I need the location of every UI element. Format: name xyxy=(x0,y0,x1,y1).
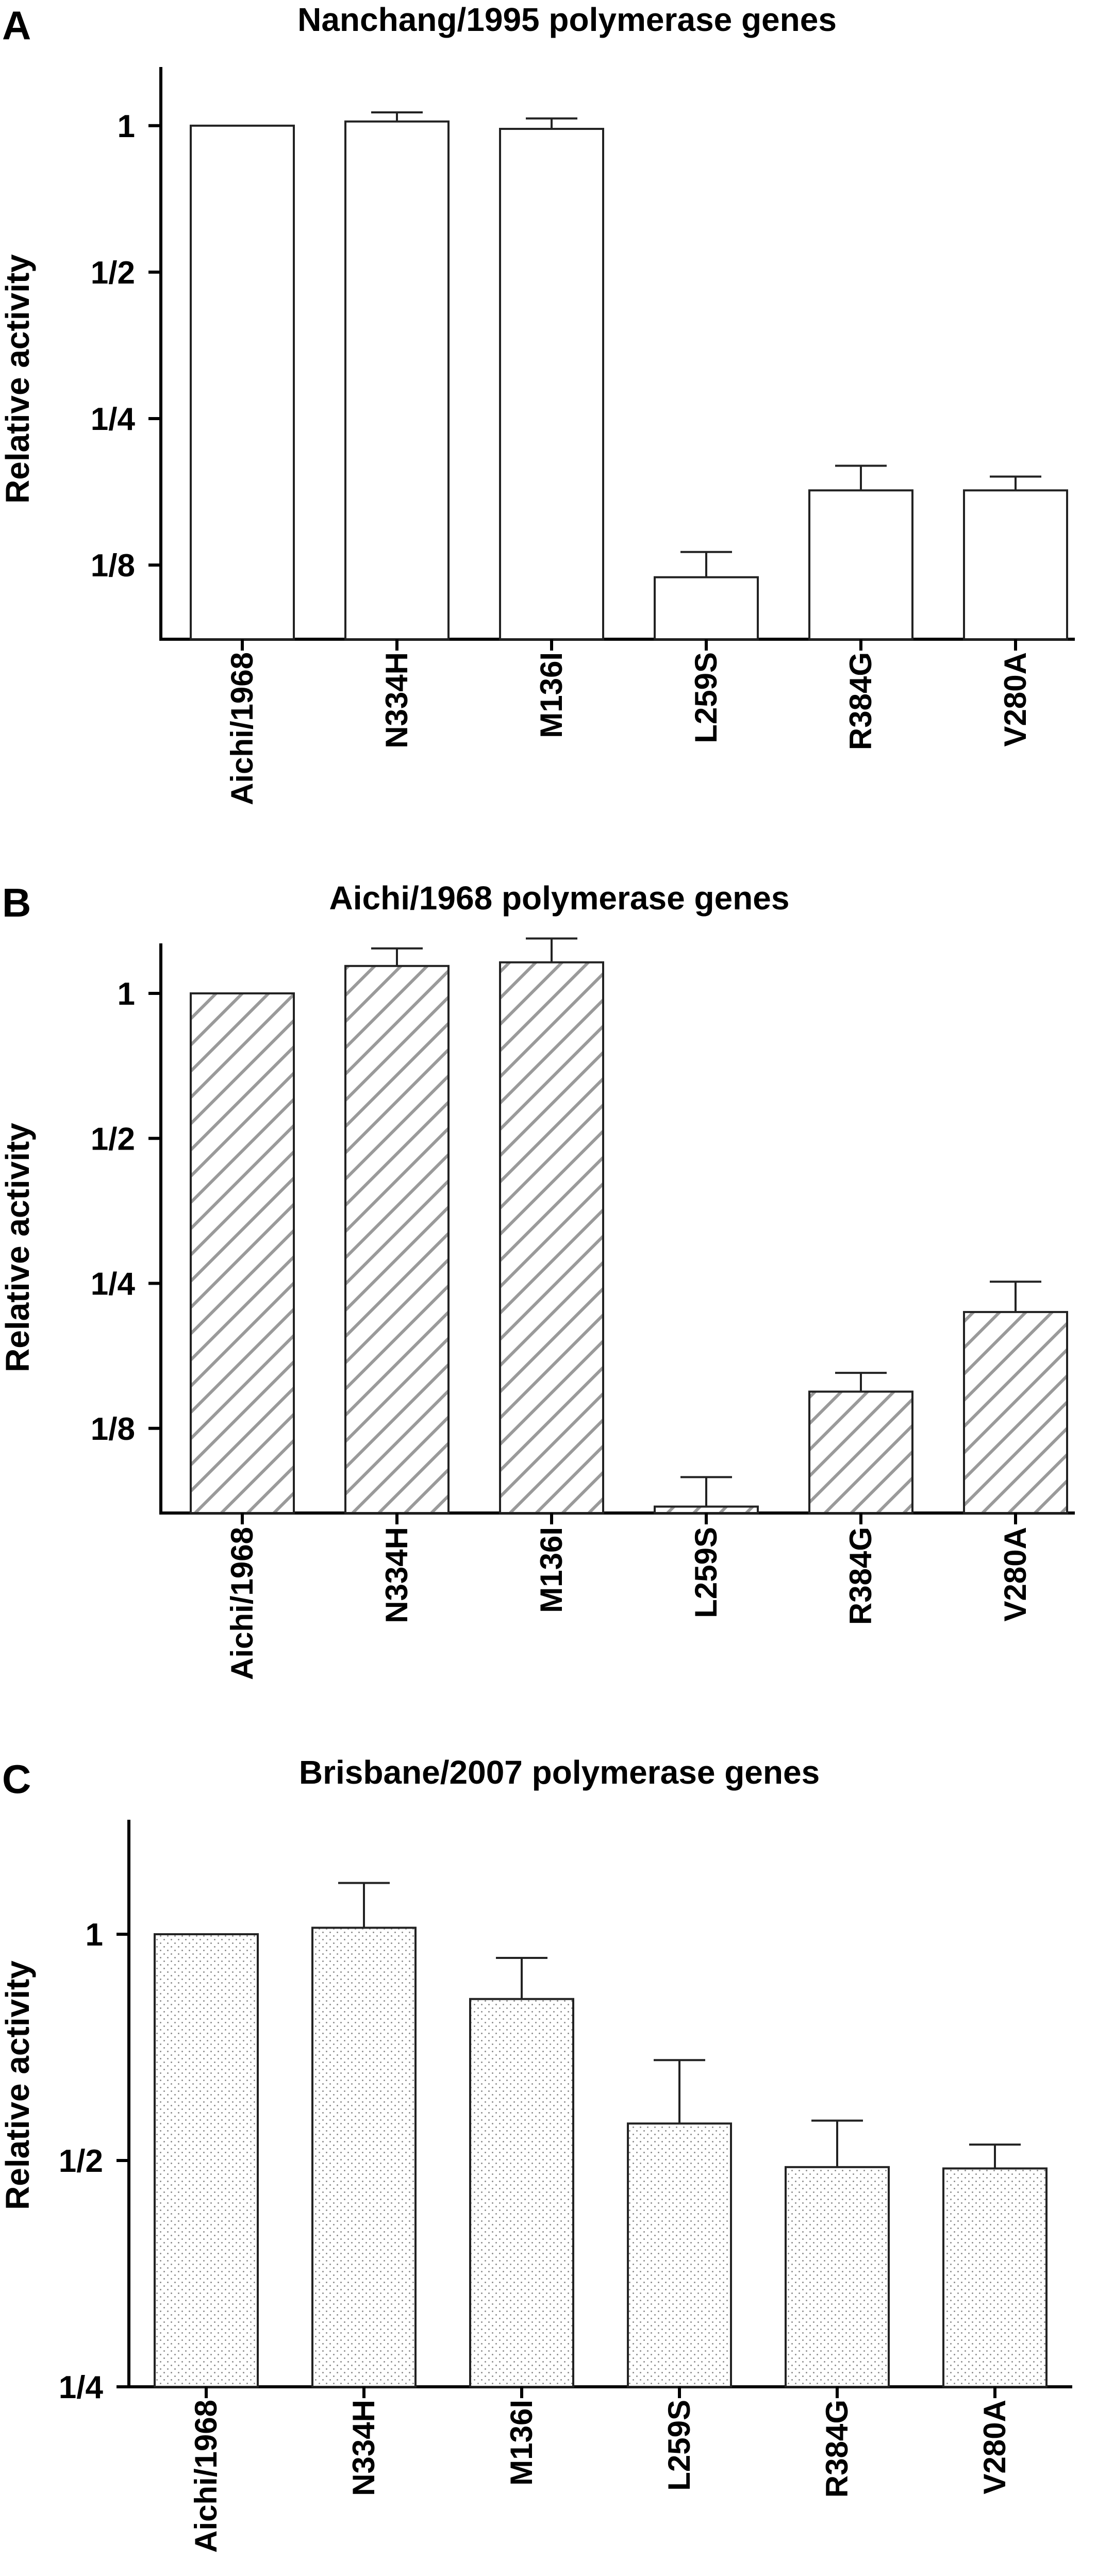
x-tick-label: R384G xyxy=(820,2400,854,2498)
bar xyxy=(627,2122,732,2388)
bar xyxy=(963,1311,1068,1514)
y-tick-label: 1/8 xyxy=(91,1411,135,1447)
y-tick-label: 1 xyxy=(86,1917,103,1953)
panel-a: A Nanchang/1995 polymerase genes Relativ… xyxy=(0,1,1075,805)
y-tick-label: 1 xyxy=(118,976,135,1012)
bar xyxy=(654,576,759,641)
x-tick-label: M136I xyxy=(534,1527,569,1613)
bar xyxy=(499,127,604,640)
panel-c-title: Brisbane/2007 polymerase genes xyxy=(299,1754,820,1791)
bar xyxy=(190,124,295,640)
y-tick-label: 1/4 xyxy=(91,402,136,437)
x-tick-label: V280A xyxy=(977,2400,1012,2494)
bar xyxy=(963,489,1068,640)
x-tick-label: N334H xyxy=(379,1527,414,1623)
panel-c-plot: 1 1/2 1/4 Aichi/1968 N334H M136I L259S R384G V28… xyxy=(59,1820,1072,2553)
bar xyxy=(785,2166,890,2388)
bar xyxy=(344,120,450,640)
bar xyxy=(654,1505,759,1514)
bar xyxy=(942,2167,1048,2388)
y-tick-label: 1/4 xyxy=(59,2370,104,2405)
x-tick-label: N334H xyxy=(379,652,414,749)
bar xyxy=(808,1390,913,1515)
panel-b: B Aichi/1968 polymerase genes Relative a… xyxy=(0,879,1075,1680)
panel-b-ylabel: Relative activity xyxy=(0,1123,36,1372)
panel-c-ylabel: Relative activity xyxy=(0,1960,36,2210)
x-tick-label: Aichi/1968 xyxy=(225,1527,259,1680)
x-tick-label: R384G xyxy=(843,1527,878,1625)
panel-b-label: B xyxy=(2,880,31,925)
panel-a-label: A xyxy=(2,3,31,48)
x-tick-label: V280A xyxy=(998,1527,1033,1621)
x-tick-label: M136I xyxy=(504,2400,539,2486)
y-tick-label: 1 xyxy=(118,109,135,144)
bar xyxy=(499,961,604,1514)
x-tick-label: N334H xyxy=(346,2400,381,2496)
y-tick-label: 1/8 xyxy=(91,548,135,584)
x-tick-label: Aichi/1968 xyxy=(225,652,259,805)
y-tick-label: 1/4 xyxy=(91,1267,136,1302)
x-tick-label: R384G xyxy=(843,652,878,750)
x-tick-label: Aichi/1968 xyxy=(189,2400,223,2553)
bar xyxy=(344,965,450,1514)
panel-a-title: Nanchang/1995 polymerase genes xyxy=(297,1,837,38)
panel-a-plot: 1 1/2 1/4 1/8 Aichi/1968 N334H M136I L259S R384G… xyxy=(91,67,1075,805)
bar xyxy=(469,1998,574,2388)
panel-c: C Brisbane/2007 polymerase genes Relativ… xyxy=(0,1754,1072,2553)
y-tick-label: 1/2 xyxy=(91,1121,135,1157)
x-tick-label: L259S xyxy=(689,652,723,743)
x-tick-label: M136I xyxy=(534,652,569,738)
panel-b-title: Aichi/1968 polymerase genes xyxy=(329,879,790,917)
panel-b-plot: 1 1/2 1/4 1/8 Aichi/1968 N334H M136I L259S R384G… xyxy=(91,937,1075,1680)
y-tick-label: 1/2 xyxy=(91,255,135,291)
bar xyxy=(311,1926,417,2388)
panel-a-ylabel: Relative activity xyxy=(0,254,36,504)
x-tick-label: L259S xyxy=(689,1527,723,1618)
bar xyxy=(808,489,913,640)
x-tick-label: L259S xyxy=(662,2400,696,2491)
y-tick-label: 1/2 xyxy=(59,2143,103,2179)
bar xyxy=(154,1933,259,2388)
panel-c-label: C xyxy=(2,1756,31,1802)
x-tick-label: V280A xyxy=(998,652,1033,746)
bar xyxy=(190,992,295,1515)
